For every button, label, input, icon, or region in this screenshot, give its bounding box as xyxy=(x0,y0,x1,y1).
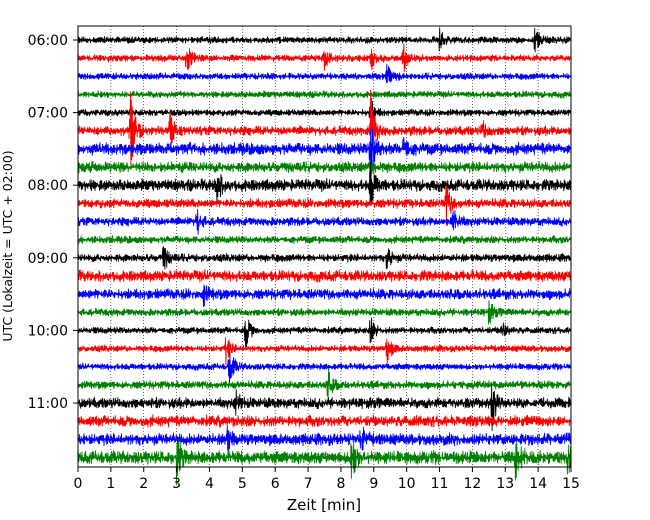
seismogram-trace xyxy=(77,185,572,226)
y-tick-label: 10:00 xyxy=(28,323,68,339)
x-tick-label: 15 xyxy=(562,476,580,492)
seismogram-trace xyxy=(77,101,572,127)
x-tick-label: 7 xyxy=(304,476,313,492)
x-axis-ticks: 0 1 2 3 4 5 6 7 8 9 10 11 12 13 14 15 xyxy=(74,467,580,492)
seismogram-trace xyxy=(77,128,572,181)
seismogram-trace xyxy=(77,27,572,53)
x-tick-label: 3 xyxy=(172,476,181,492)
x-tick-label: 8 xyxy=(336,476,345,492)
seismogram-trace xyxy=(77,317,572,348)
x-tick-label: 11 xyxy=(431,476,449,492)
seismogram-trace xyxy=(77,337,572,366)
y-tick-label: 11:00 xyxy=(28,396,68,412)
seismogram-trace xyxy=(77,425,572,453)
seismogram-trace xyxy=(77,63,572,84)
seismogram-trace xyxy=(77,162,572,206)
seismogram-trace xyxy=(77,414,572,428)
x-tick-label: 14 xyxy=(529,476,547,492)
y-tick-label: 06:00 xyxy=(28,33,68,49)
x-tick-label: 0 xyxy=(74,476,83,492)
x-tick-label: 12 xyxy=(463,476,481,492)
seismogram-trace xyxy=(77,384,572,432)
x-tick-label: 2 xyxy=(139,476,148,492)
seismogram-trace xyxy=(77,351,572,387)
seismogram-trace xyxy=(77,235,572,245)
seismogram-trace xyxy=(77,90,572,99)
y-axis-label: UTC (Lokalzeit = UTC + 02:00) xyxy=(0,150,15,341)
seismogram-trace xyxy=(77,158,572,182)
seismogram-trace xyxy=(77,368,572,402)
y-tick-label: 08:00 xyxy=(28,178,68,194)
plot-frame xyxy=(77,25,572,468)
x-tick-label: 5 xyxy=(238,476,247,492)
seismogram-traces xyxy=(77,27,572,486)
seismogram-trace xyxy=(77,43,572,73)
x-tick-label: 6 xyxy=(271,476,280,492)
y-axis-ticks: 06:00 07:00 08:00 09:00 10:00 11:00 xyxy=(28,33,78,412)
x-tick-label: 13 xyxy=(496,476,514,492)
seismogram-trace xyxy=(77,284,572,308)
seismogram-trace xyxy=(77,89,572,167)
seismogram-trace xyxy=(77,269,572,283)
y-tick-label: 09:00 xyxy=(28,251,68,267)
x-tick-label: 10 xyxy=(398,476,416,492)
seismogram-trace xyxy=(77,208,572,235)
seismogram-trace xyxy=(77,300,572,325)
x-axis-label: Zeit [min] xyxy=(287,496,361,514)
seismogram-trace xyxy=(77,438,572,486)
x-tick-label: 4 xyxy=(205,476,214,492)
seismogram-trace xyxy=(77,246,572,270)
x-tick-label: 9 xyxy=(369,476,378,492)
x-tick-label: 1 xyxy=(106,476,115,492)
y-tick-label: 07:00 xyxy=(28,106,68,122)
